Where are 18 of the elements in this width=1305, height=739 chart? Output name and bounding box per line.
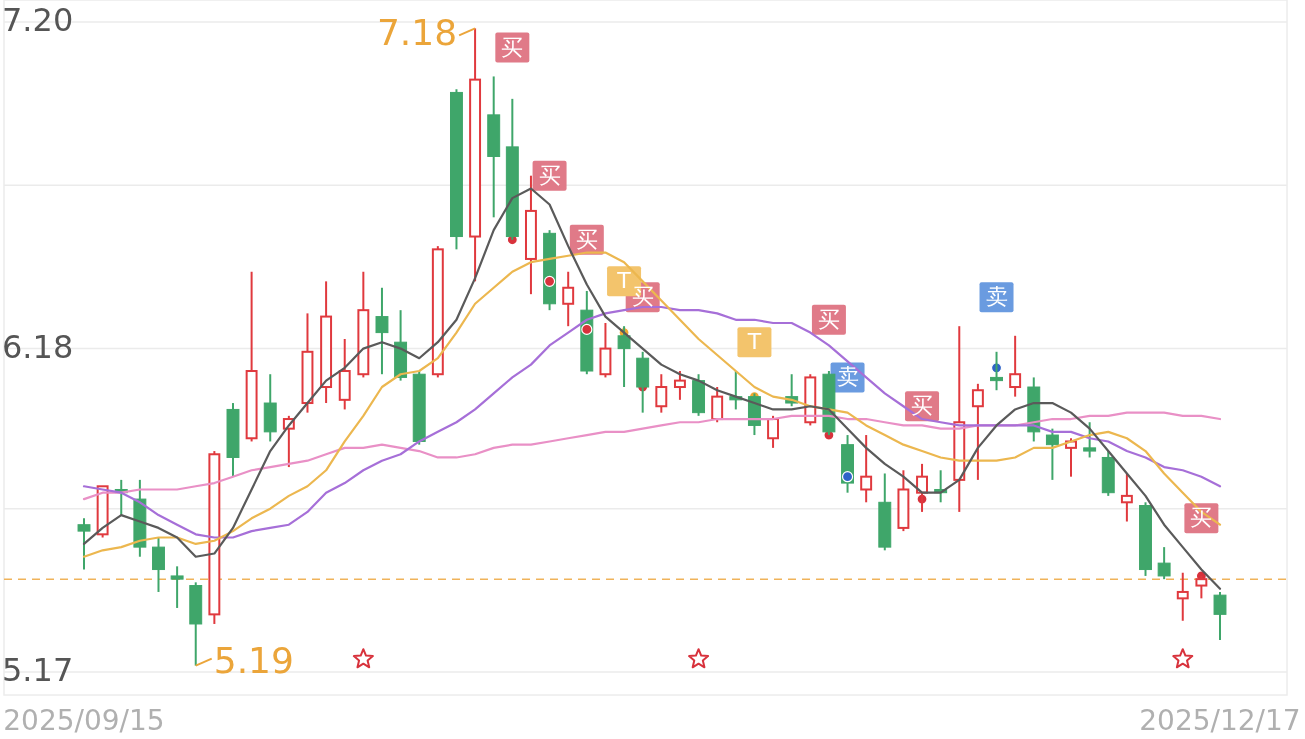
- data-label: T: [616, 268, 632, 294]
- data-label: 买: [1190, 505, 1213, 531]
- annotation: 5.19: [213, 639, 294, 681]
- x-tick-label: 2025/09/15: [3, 704, 165, 737]
- data-label: 买: [911, 393, 934, 419]
- data-label: 买: [575, 226, 598, 252]
- data-label: 卖: [985, 284, 1008, 310]
- y-tick-label: 7.20: [2, 1, 74, 39]
- data-label: T: [746, 329, 762, 355]
- x-tick-label: 2025/12/17: [1139, 704, 1301, 737]
- data-label: 买: [631, 284, 654, 310]
- y-tick-label: 5.17: [2, 651, 74, 689]
- y-tick-label: 6.18: [2, 327, 74, 366]
- data-label: 买: [501, 34, 524, 60]
- data-label: 买: [538, 162, 561, 188]
- data-label: 买: [817, 306, 840, 332]
- data-label: 卖: [836, 364, 859, 390]
- annotation: 7.18: [376, 12, 458, 54]
